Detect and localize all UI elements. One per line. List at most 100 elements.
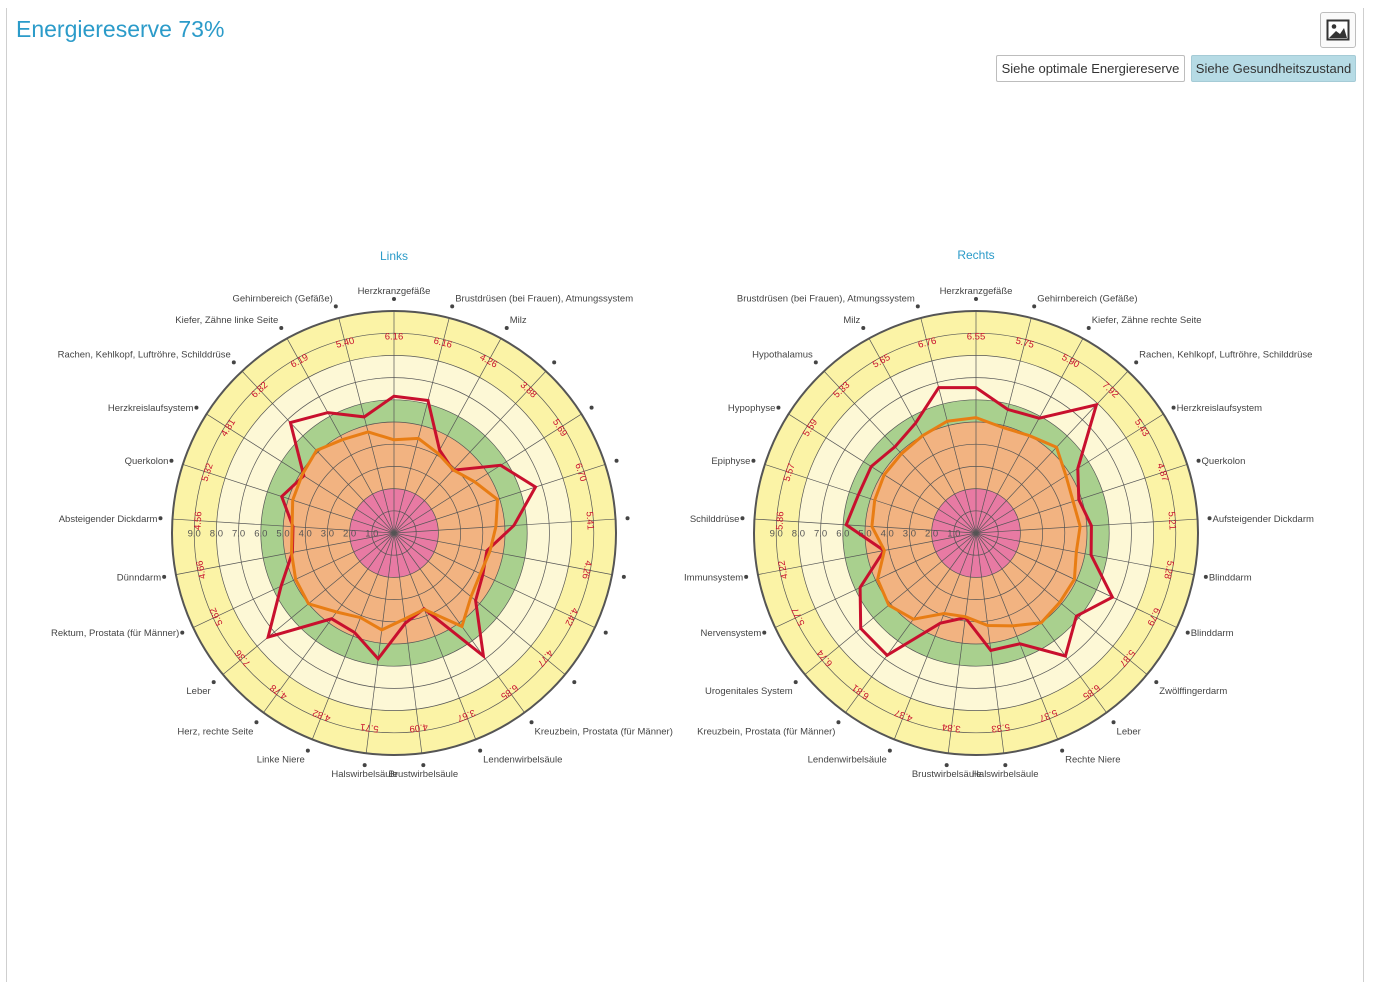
category-label: Herz, rechte Seite xyxy=(177,726,253,737)
radial-tick-label: 8.0 xyxy=(210,529,223,540)
category-label: Urogenitales System xyxy=(705,686,793,697)
category-label: Lendenwirbelsäule xyxy=(808,755,887,766)
spoke-line xyxy=(975,518,1198,534)
radar-chart-rechts: 1.02.03.04.05.06.07.08.09.06.55 5.755.907… xyxy=(684,248,1314,780)
category-marker xyxy=(392,297,396,301)
value-label: 3.84 xyxy=(941,721,961,734)
category-marker xyxy=(421,763,426,768)
radial-tick-label: 5.0 xyxy=(276,529,289,540)
radial-tick-label: 8.0 xyxy=(792,529,805,540)
value-label: 5.41 xyxy=(584,511,596,530)
category-marker xyxy=(1003,763,1008,768)
category-marker xyxy=(762,630,767,635)
category-marker xyxy=(1134,360,1139,365)
value-label: 5.75 xyxy=(1014,336,1035,351)
value-label: 6.55 xyxy=(967,332,986,343)
spoke-line xyxy=(975,413,1164,534)
category-label: Kreuzbein, Prostata (für Männer) xyxy=(535,726,673,737)
category-label: Gehirnbereich (Gefäße) xyxy=(232,293,332,304)
category-marker xyxy=(589,405,594,410)
spoke-line xyxy=(788,413,977,534)
category-label: Kiefer, Zähne rechte Seite xyxy=(1092,315,1202,326)
category-marker xyxy=(861,325,866,330)
category-marker xyxy=(1032,304,1037,309)
category-marker xyxy=(162,574,167,579)
category-marker xyxy=(1196,458,1201,463)
radial-tick-label: 1.0 xyxy=(365,529,378,540)
category-marker xyxy=(915,304,920,309)
radial-tick-label: 4.0 xyxy=(881,529,894,540)
category-label: Aufsteigender Dickdarm xyxy=(1213,514,1314,525)
category-label: Rachen, Kehlkopf, Luftröhre, Schilddrüse xyxy=(58,349,231,360)
spoke-line xyxy=(241,370,395,534)
category-label: Linke Niere xyxy=(257,755,305,766)
spoke-line xyxy=(975,317,1032,534)
category-label: Lendenwirbelsäule xyxy=(483,755,562,766)
spoke-line xyxy=(764,464,977,534)
category-marker xyxy=(1154,680,1159,685)
category-marker xyxy=(603,630,608,635)
category-label: Nervensystem xyxy=(701,628,762,639)
spoke-line xyxy=(757,532,977,575)
radial-tick-label: 2.0 xyxy=(925,529,938,540)
radial-tick-label: 6.0 xyxy=(254,529,267,540)
spoke-line xyxy=(338,317,395,534)
category-marker xyxy=(169,458,174,463)
value-label: 4.87 xyxy=(1154,462,1170,483)
spoke-line xyxy=(975,532,1178,628)
spoke-line xyxy=(175,532,395,575)
radial-tick-label: 9.0 xyxy=(770,529,783,540)
value-label: 5.40 xyxy=(335,336,356,351)
spoke-line xyxy=(286,338,395,534)
series-line-orange xyxy=(870,416,1082,628)
spoke-line xyxy=(393,532,525,713)
spoke-line xyxy=(393,532,423,754)
category-label: Hypothalamus xyxy=(752,349,813,360)
value-label: 4.26 xyxy=(579,560,593,580)
spoke-line xyxy=(975,532,1195,575)
category-label: Epiphyse xyxy=(711,456,750,467)
category-marker xyxy=(1060,748,1065,753)
category-label: Schilddrüse xyxy=(690,514,740,525)
value-label: 5.33 xyxy=(991,721,1011,734)
spoke-line xyxy=(804,532,977,675)
spoke-line xyxy=(393,370,547,534)
category-label: Herzkreislaufsystem xyxy=(1177,403,1263,414)
category-marker xyxy=(194,405,199,410)
category-marker xyxy=(1207,516,1212,521)
image-export-button[interactable] xyxy=(1320,12,1356,48)
spoke-line xyxy=(393,532,566,675)
spoke-line xyxy=(311,532,395,740)
category-label: Brustwirbelsäule xyxy=(912,769,982,780)
optimal-energy-button[interactable]: Siehe optimale Energiereserve xyxy=(996,55,1185,82)
spoke-line xyxy=(393,532,477,740)
radial-tick-label: 1.0 xyxy=(947,529,960,540)
spoke-line xyxy=(393,338,502,534)
spoke-line xyxy=(975,532,1005,754)
value-label: 6.16 xyxy=(385,332,404,343)
radial-tick-label: 5.0 xyxy=(858,529,871,540)
category-label: Herzkreislaufsystem xyxy=(108,403,194,414)
value-label: 5.71 xyxy=(359,721,379,734)
radar-chart-links: 1.02.03.04.05.06.07.08.09.06.16 6.164.263… xyxy=(51,249,673,780)
category-label: Halswirbelsäule xyxy=(972,769,1039,780)
category-marker xyxy=(158,516,163,521)
spoke-line xyxy=(393,464,606,534)
radial-tick-label: 2.0 xyxy=(343,529,356,540)
category-marker xyxy=(1203,574,1208,579)
radial-tick-label: 3.0 xyxy=(903,529,916,540)
category-marker xyxy=(974,297,978,301)
spoke-line xyxy=(774,532,977,628)
category-marker xyxy=(362,763,367,768)
spoke-line xyxy=(393,532,613,575)
spoke-line xyxy=(393,532,596,628)
category-marker xyxy=(625,516,630,521)
health-status-button[interactable]: Siehe Gesundheitszustand xyxy=(1191,55,1356,82)
category-marker xyxy=(740,516,745,521)
radial-tick-label: 4.0 xyxy=(299,529,312,540)
value-label: 5.32 xyxy=(200,462,216,483)
category-marker xyxy=(793,680,798,685)
spoke-line xyxy=(975,532,1148,675)
category-label: Querkolon xyxy=(125,456,169,467)
